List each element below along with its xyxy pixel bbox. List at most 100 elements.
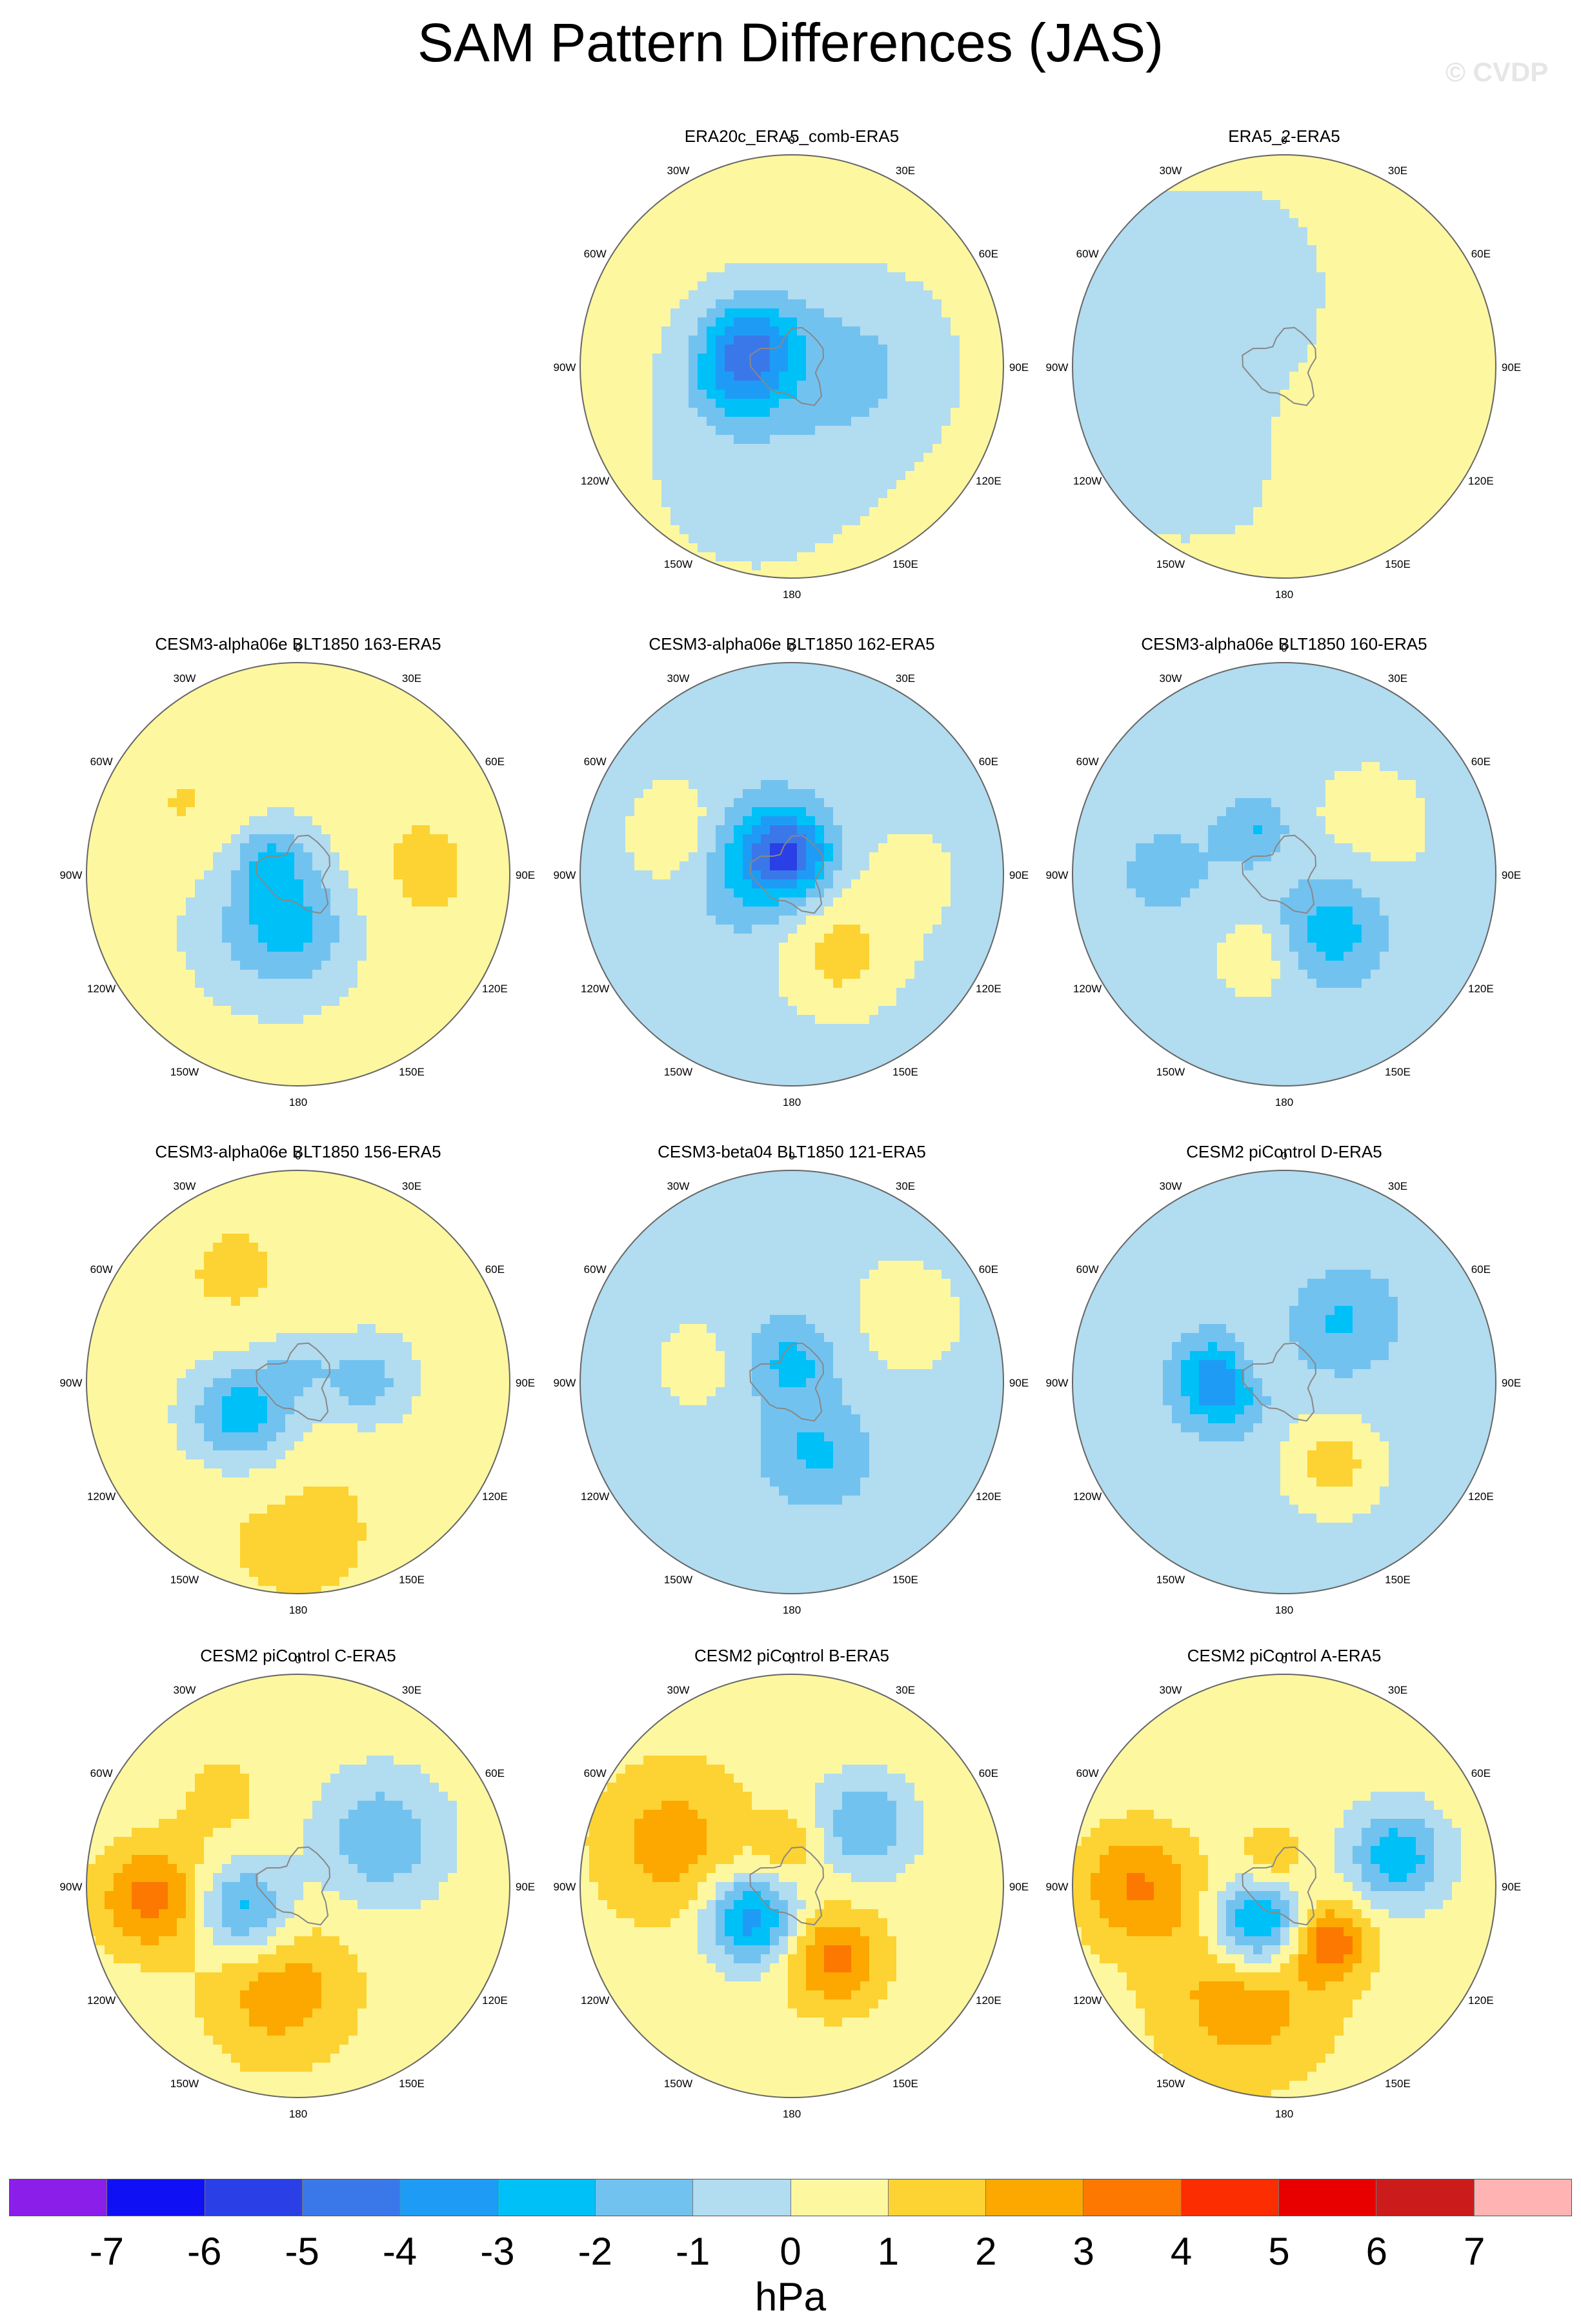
contour-cell: [258, 690, 268, 699]
contour-cell: [652, 399, 662, 408]
contour-cell: [951, 489, 960, 499]
contour-cell: [1271, 363, 1281, 372]
contour-cell: [186, 789, 196, 799]
contour-cell: [1434, 263, 1444, 273]
contour-cell: [625, 507, 635, 517]
longitude-label: 90W: [554, 361, 576, 374]
contour-cell: [1298, 543, 1308, 553]
contour-cell: [1389, 399, 1398, 408]
contour-cell: [833, 471, 843, 481]
contour-cell: [914, 263, 924, 273]
contour-cell: [1380, 426, 1389, 436]
contour-cell: [186, 907, 196, 916]
contour-cell: [348, 879, 358, 889]
contour-cell: [367, 762, 376, 772]
contour-cell: [923, 399, 933, 408]
contour-cell: [725, 227, 734, 237]
contour-cell: [1434, 381, 1444, 390]
contour-cell: [204, 925, 214, 934]
contour-cell: [860, 534, 870, 544]
contour-cell: [634, 354, 644, 363]
contour-cell: [1172, 435, 1182, 445]
contour-cell: [484, 807, 494, 817]
contour-cell: [330, 726, 340, 736]
contour-cell: [905, 444, 915, 454]
contour-cell: [887, 354, 897, 363]
contour-cell: [132, 943, 141, 952]
contour-cell: [1298, 236, 1308, 246]
contour-cell: [1307, 525, 1317, 535]
contour-cell: [878, 435, 888, 445]
contour-cell: [1136, 290, 1145, 300]
contour-cell: [294, 762, 304, 772]
contour-cell: [806, 525, 816, 535]
contour-cell: [1289, 426, 1299, 436]
contour-cell: [1163, 444, 1173, 454]
contour-cell: [878, 354, 888, 363]
contour-cell: [987, 417, 996, 426]
contour-cell: [887, 471, 897, 481]
contour-cell: [1334, 408, 1344, 417]
contour-cell: [213, 717, 223, 726]
watermark-text: © CVDP: [1445, 57, 1548, 88]
contour-cell: [806, 209, 816, 219]
contour-cell: [1190, 408, 1200, 417]
contour-cell: [734, 417, 743, 426]
contour-cell: [276, 762, 286, 772]
contour-cell: [1217, 336, 1227, 345]
contour-cell: [869, 444, 879, 454]
contour-cell: [887, 498, 897, 508]
contour-cell: [842, 426, 852, 436]
contour-cell: [222, 934, 232, 943]
contour-cell: [824, 444, 834, 454]
contour-cell: [1253, 218, 1263, 228]
contour-cell: [761, 326, 770, 336]
contour-cell: [689, 534, 698, 544]
contour-cell: [797, 281, 807, 291]
contour-cell: [1271, 245, 1281, 255]
contour-cell: [213, 843, 223, 853]
contour-cell: [421, 861, 430, 871]
contour-cell: [1307, 471, 1317, 481]
contour-cell: [942, 281, 951, 291]
contour-cell: [294, 852, 304, 862]
contour-cell: [1362, 516, 1371, 526]
contour-cell: [869, 245, 879, 255]
contour-cell: [150, 907, 159, 916]
contour-cell: [616, 245, 626, 255]
contour-cell: [1136, 245, 1145, 255]
contour-cell: [634, 489, 644, 499]
contour-cell: [1289, 290, 1299, 300]
contour-cell: [1434, 308, 1444, 318]
contour-cell: [321, 690, 331, 699]
contour-cell: [580, 354, 590, 363]
contour-cell: [1461, 390, 1471, 399]
contour-cell: [1380, 372, 1389, 381]
contour-cell: [707, 444, 716, 454]
longitude-label: 30E: [1388, 165, 1407, 177]
contour-cell: [1289, 444, 1299, 454]
contour-cell: [1425, 489, 1435, 499]
contour-cell: [1163, 489, 1173, 499]
contour-cell: [1362, 345, 1371, 354]
contour-cell: [797, 471, 807, 481]
contour-cell: [851, 272, 861, 282]
contour-cell: [330, 771, 340, 781]
contour-cell: [806, 173, 816, 183]
contour-cell: [1235, 561, 1245, 571]
contour-cell: [1380, 408, 1389, 417]
contour-cell: [195, 870, 205, 880]
contour-cell: [421, 798, 430, 808]
contour-cell: [439, 879, 448, 889]
contour-cell: [1416, 218, 1425, 228]
contour-cell: [761, 308, 770, 318]
contour-cell: [1398, 498, 1407, 508]
contour-cell: [779, 227, 789, 237]
contour-cell: [204, 726, 214, 736]
contour-cell: [914, 308, 924, 318]
contour-cell: [1190, 345, 1200, 354]
contour-cell: [1082, 345, 1091, 354]
contour-cell: [1271, 534, 1281, 544]
contour-cell: [1271, 381, 1281, 390]
contour-cell: [1217, 191, 1227, 201]
